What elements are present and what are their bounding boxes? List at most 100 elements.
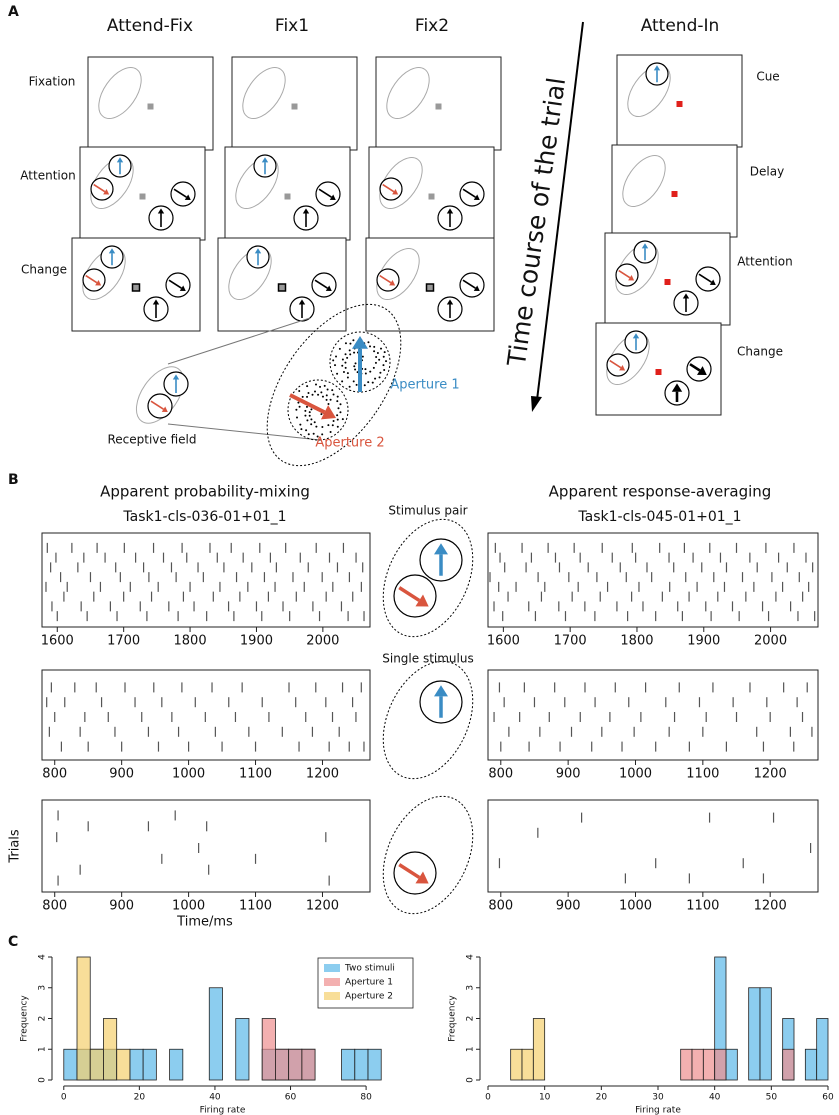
label: Single stimulus xyxy=(382,652,473,666)
aperture xyxy=(695,266,721,292)
arrow-shaft xyxy=(379,274,392,284)
dot xyxy=(341,364,344,367)
y-tick-label: 0 xyxy=(466,1077,476,1083)
dot xyxy=(364,368,367,371)
arrow-head xyxy=(261,157,269,163)
arrow-head xyxy=(95,280,102,286)
dot xyxy=(317,393,320,396)
arrow-head xyxy=(446,208,454,214)
dot xyxy=(315,425,318,428)
x-tick-label: 1000 xyxy=(172,899,205,914)
receptive-field xyxy=(622,155,666,207)
legend-label: Aperture 1 xyxy=(345,978,393,988)
arrow-head xyxy=(434,543,448,555)
x-tick-label: 900 xyxy=(556,899,581,914)
dot xyxy=(354,368,357,371)
dot xyxy=(369,345,372,348)
dot xyxy=(308,414,311,417)
arrow-head xyxy=(709,279,716,285)
zoom-line xyxy=(167,317,311,365)
dot xyxy=(298,389,301,392)
x-tick-label: 2000 xyxy=(754,634,787,649)
arrow-head xyxy=(632,333,640,339)
fixation-point xyxy=(425,283,435,292)
dot xyxy=(306,419,309,422)
dot xyxy=(371,381,374,384)
aperture xyxy=(459,181,485,207)
arrow-head xyxy=(352,336,368,349)
legend-label: Two stimuli xyxy=(344,964,395,974)
y-axis-label: Frequency xyxy=(448,995,458,1042)
x-tick-label: 1700 xyxy=(554,634,587,649)
arrow-shaft xyxy=(314,279,328,289)
histogram-bar xyxy=(341,1048,356,1081)
dot xyxy=(341,380,344,383)
y-axis-label: Frequency xyxy=(20,995,30,1042)
fixation-point xyxy=(291,103,298,110)
arrow-head xyxy=(108,248,116,254)
dot xyxy=(353,351,356,354)
arrow-head xyxy=(157,208,165,214)
dot xyxy=(344,353,347,356)
dot xyxy=(310,418,313,421)
x-tick-label: 1800 xyxy=(174,634,207,649)
dot xyxy=(346,372,349,375)
dot xyxy=(336,395,339,398)
label: Task1-cls-045-01+01_1 xyxy=(577,509,741,525)
histogram-bar xyxy=(169,1048,184,1081)
receptive-field xyxy=(382,518,474,638)
fixation-point xyxy=(671,191,678,197)
legend-label: Aperture 2 xyxy=(345,992,393,1002)
x-axis-label: Firing rate xyxy=(635,1106,681,1115)
arrow-shaft xyxy=(318,188,332,198)
dot xyxy=(312,432,315,435)
y-tick-label: 3 xyxy=(38,985,48,991)
histogram-bar xyxy=(521,1048,534,1081)
x-tick-label: 800 xyxy=(488,899,513,914)
histogram-bar xyxy=(367,1048,382,1081)
arrow-head xyxy=(329,194,336,200)
fixation-point xyxy=(664,279,671,285)
dot xyxy=(319,385,322,388)
arrow-head xyxy=(389,280,396,286)
histogram-bar xyxy=(208,987,223,1081)
histogram-bar xyxy=(63,1048,78,1081)
dot xyxy=(296,416,299,419)
label: Fix2 xyxy=(415,16,449,36)
receptive-field xyxy=(98,67,142,119)
arrow-head xyxy=(473,194,480,200)
dot xyxy=(373,350,376,353)
receptive-field xyxy=(382,660,474,780)
dot xyxy=(344,361,347,364)
dot xyxy=(341,418,344,421)
arrow-head xyxy=(172,374,180,380)
x-tick-label: 800 xyxy=(488,767,513,782)
label: Fix1 xyxy=(275,16,309,36)
dot xyxy=(321,395,324,398)
arrow-shaft xyxy=(398,586,421,602)
y-tick-label: 2 xyxy=(466,1016,476,1022)
receptive-field xyxy=(386,67,430,119)
histogram-bar xyxy=(235,1018,250,1081)
arrow-head xyxy=(628,275,635,281)
receptive-field xyxy=(379,157,423,209)
x-tick-label: 1000 xyxy=(619,899,652,914)
raster-frame xyxy=(487,799,819,893)
label: Attend-In xyxy=(641,16,720,36)
dot xyxy=(314,390,317,393)
arrow-shaft xyxy=(689,363,701,372)
dot xyxy=(378,376,381,379)
dot xyxy=(336,418,339,421)
x-tick-label: 0 xyxy=(61,1093,67,1103)
y-tick-label: 1 xyxy=(466,1046,476,1052)
histogram-bar xyxy=(129,1048,144,1081)
histogram-bar xyxy=(782,1048,795,1081)
arrow-head xyxy=(415,594,429,607)
x-tick-label: 1000 xyxy=(619,767,652,782)
label: Apparent response-averaging xyxy=(549,483,772,501)
fixation-point xyxy=(277,283,287,292)
dot xyxy=(332,393,335,396)
dot xyxy=(352,339,355,342)
